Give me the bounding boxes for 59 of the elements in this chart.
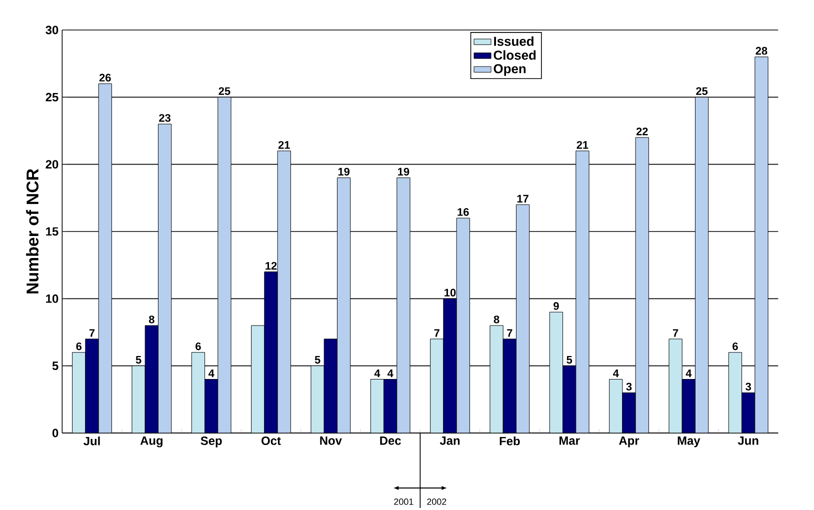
data-label: 4 [208, 370, 214, 378]
data-label: 21 [278, 141, 290, 149]
data-label: 4 [387, 370, 394, 378]
data-label: 9 [554, 302, 559, 310]
data-label: 5 [566, 356, 572, 364]
data-label: 4 [613, 370, 619, 378]
x-tick-label: Jan [440, 436, 460, 445]
data-label: 25 [696, 87, 708, 95]
data-label: 26 [99, 74, 111, 82]
y-tick-label: 30 [46, 26, 58, 34]
data-label: 28 [756, 46, 768, 55]
y-tick-label: 25 [46, 92, 58, 102]
y-tick-label: 15 [46, 227, 58, 236]
text: 2002 [427, 498, 446, 505]
x-tick-label: Sep [200, 436, 222, 448]
x-tick-label: Mar [560, 436, 580, 445]
data-label: 7 [507, 329, 512, 337]
data-label: 7 [672, 329, 678, 337]
data-label: 19 [398, 168, 410, 176]
data-label: 3 [746, 382, 751, 391]
data-label: 17 [517, 194, 528, 202]
data-label: 8 [494, 316, 500, 324]
data-label: 25 [218, 87, 230, 95]
data-label: 4 [374, 370, 380, 378]
legend-label: Closed [494, 50, 536, 60]
x-tick-label: Jun [738, 436, 758, 445]
legend-label: Issued [494, 36, 534, 46]
data-label: 22 [636, 128, 648, 136]
y-tick-label: 0 [52, 428, 58, 438]
data-label: 6 [732, 342, 738, 350]
data-label: 4 [686, 370, 692, 378]
x-tick-label: Dec [380, 436, 401, 445]
data-label: 16 [458, 208, 469, 216]
x-tick-label: May [678, 436, 700, 448]
y-tick-label: 5 [52, 362, 58, 370]
text: 2001 [394, 498, 414, 505]
legend-label: Open [494, 64, 526, 76]
x-tick-label: Aug [140, 436, 162, 448]
data-label: 3 [626, 382, 632, 391]
data-label: 19 [338, 168, 350, 176]
data-label: 5 [136, 356, 142, 364]
x-tick-label: Feb [500, 436, 520, 446]
data-label: 7 [434, 329, 440, 337]
data-label: 8 [148, 316, 154, 324]
y-tick-label: 20 [46, 160, 58, 169]
data-label: 5 [314, 356, 320, 364]
y-tick-label: 10 [46, 294, 58, 303]
x-tick-label: Jul [84, 436, 100, 446]
x-tick-label: Oct [262, 436, 281, 445]
data-label: 6 [196, 342, 201, 350]
data-label: 21 [576, 141, 588, 149]
data-label: 7 [89, 329, 95, 337]
x-tick-label: Apr [619, 436, 640, 448]
data-label: 10 [444, 288, 456, 296]
data-label: 6 [76, 342, 82, 350]
data-label: 23 [159, 114, 170, 122]
data-label: 12 [266, 262, 277, 270]
x-tick-label: Nov [320, 436, 342, 445]
y-axis-title: Number of NCR [26, 168, 39, 294]
